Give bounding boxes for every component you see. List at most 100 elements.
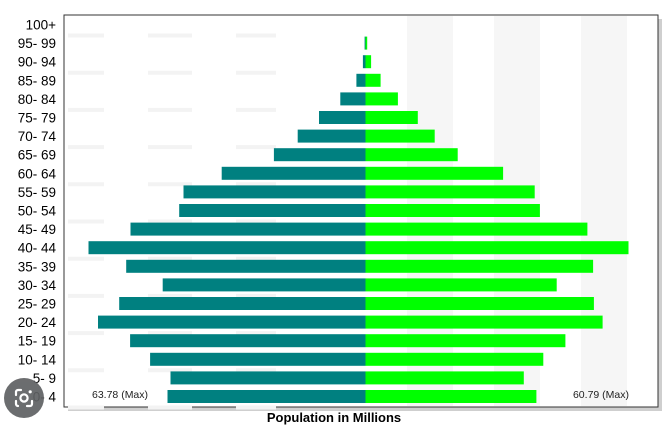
bar-left-2 [362,55,366,69]
bar-left-9 [183,185,366,199]
bar-left-10 [179,204,366,217]
bar-right-8 [365,166,504,180]
bg-dash [236,293,276,298]
bg-dash [148,182,192,187]
bar-left-20 [167,390,366,403]
bar-right-4 [365,92,398,106]
bar-left-7 [273,148,366,162]
bg-dash [68,70,104,75]
bg-dash [68,293,104,298]
bar-left-3 [356,73,366,87]
bg-dash [236,70,276,75]
bg-dash [68,331,104,336]
bg-dash [236,368,276,373]
bar-right-12 [365,241,629,255]
bar-right-17 [365,334,566,348]
x-axis-label: Population in Millions [267,410,401,425]
bar-right-11 [365,222,588,236]
bar-right-2 [365,55,372,69]
bar-right-3 [365,73,381,87]
bar-left-16 [98,315,366,329]
bg-dash [148,405,192,410]
y-tick-label: 15- 19 [18,334,56,349]
y-tick-label: 95- 99 [18,36,56,51]
google-lens-icon [14,388,34,408]
bar-right-15 [365,297,594,310]
y-tick-label: 35- 39 [18,259,56,274]
bar-right-10 [365,204,540,217]
bg-dash [236,107,276,112]
bar-right-16 [365,315,603,329]
bar-right-20 [365,390,537,403]
bar-right-7 [365,148,458,162]
y-tick-label: 25- 29 [18,297,56,312]
bar-left-1 [364,36,366,50]
bg-stripe [581,16,627,406]
bar-left-11 [130,222,366,236]
bg-dash [68,219,104,224]
y-tick-label: 45- 49 [18,222,56,237]
bg-dash [148,107,192,112]
bar-left-13 [126,259,366,273]
y-tick-label: 90- 94 [18,55,57,70]
y-tick-label: 30- 34 [18,278,57,293]
bg-dash [236,405,276,410]
bg-dash [148,256,192,261]
y-axis-ticks: 100+ 95- 99 90- 94 85- 89 80- 84 75- 79 70- 74… [18,18,57,405]
y-tick-label: 100+ [26,18,57,33]
bar-right-14 [365,278,557,292]
bar-left-15 [119,297,366,310]
bg-dash [236,331,276,336]
y-tick-label: 85- 89 [18,73,56,88]
bar-left-18 [150,352,366,366]
bg-dash [68,33,104,38]
y-tick-label: 60- 64 [18,166,57,181]
bg-dash [68,405,104,410]
bar-left-4 [340,92,366,106]
bg-dash [148,219,192,224]
right-max-note: 60.79 (Max) [573,389,629,401]
bar-left-14 [162,278,366,292]
bars [88,36,629,403]
bg-dash [148,293,192,298]
y-tick-label: 70- 74 [18,129,57,144]
bg-dash [236,182,276,187]
bar-right-5 [365,111,418,124]
bg-dash [148,145,192,150]
bar-right-6 [365,129,435,143]
bar-right-19 [365,371,524,385]
bar-left-12 [88,241,366,255]
bar-right-18 [365,352,544,366]
y-tick-label: 50- 54 [18,204,57,219]
bg-dash [236,33,276,38]
bg-dash [236,145,276,150]
y-tick-label: 65- 69 [18,148,56,163]
bar-right-9 [365,185,535,199]
bar-left-8 [221,166,366,180]
bg-dash [236,256,276,261]
bar-left-5 [319,111,366,124]
bg-dash [148,33,192,38]
bg-dash [148,368,192,373]
bar-left-17 [130,334,366,348]
bg-dash [148,331,192,336]
left-max-note: 63.78 (Max) [92,389,148,401]
bg-dash [148,70,192,75]
y-tick-label: 5- 9 [33,371,56,386]
y-tick-label: 75- 79 [18,111,56,126]
bg-dash [68,107,104,112]
bg-dash [68,368,104,373]
y-tick-label: 40- 44 [18,241,57,256]
bg-dash [68,256,104,261]
y-tick-label: 10- 14 [18,352,57,367]
bar-right-13 [365,259,594,273]
y-tick-label: 20- 24 [18,315,57,330]
bar-right-1 [365,36,368,50]
bg-dash [68,145,104,150]
bar-left-19 [170,371,366,385]
y-tick-label: 80- 84 [18,92,57,107]
bar-left-6 [297,129,366,143]
bg-dash [68,182,104,187]
google-lens-button[interactable] [4,378,44,418]
